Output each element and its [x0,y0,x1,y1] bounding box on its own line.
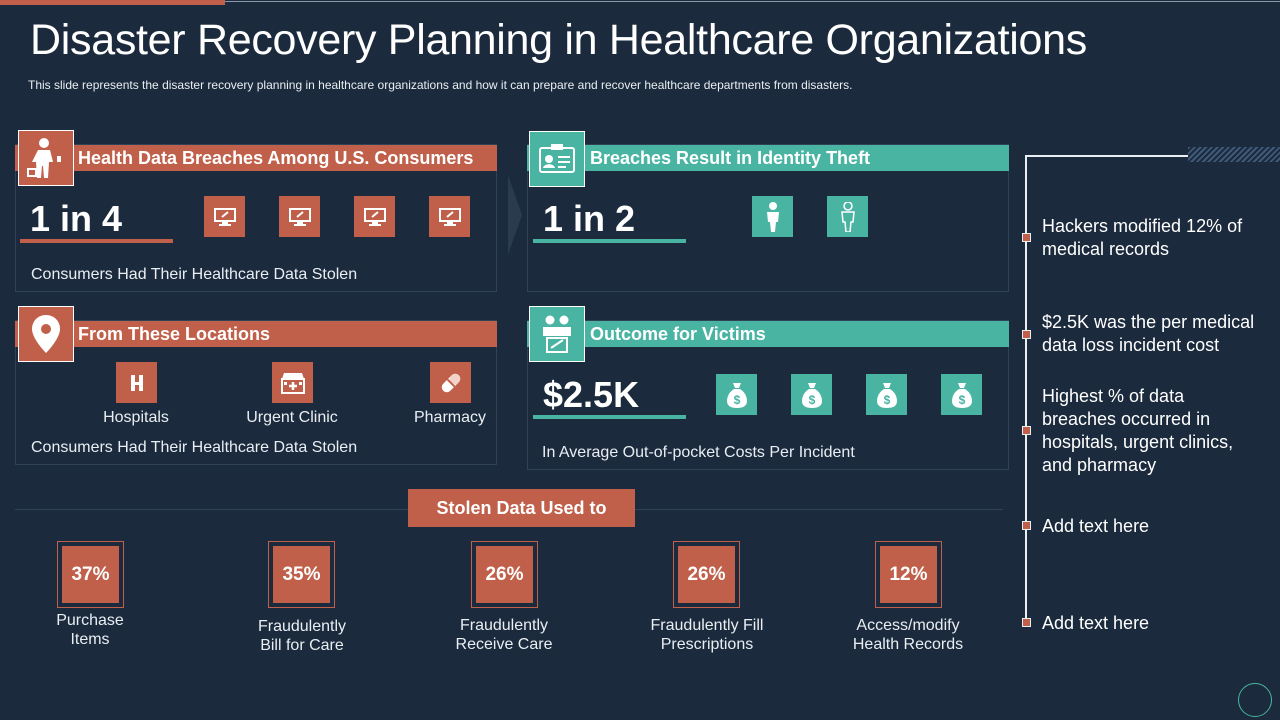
timeline-dot [1022,233,1031,242]
chevron-right-icon [508,175,524,260]
breaches-caption: Consumers Had Their Healthcare Data Stol… [31,266,358,283]
locations-caption: Consumers Had Their Healthcare Data Stol… [31,439,358,456]
locations-panel [15,320,497,465]
stolen-pct: 35% [273,546,330,603]
identity-stat-underline [533,239,686,243]
timeline-dot [1022,521,1031,530]
clinic-icon [272,362,313,403]
timeline-dot [1022,330,1031,339]
timeline-item-5: Add text here [1042,613,1150,633]
location-pin-icon [18,306,74,362]
money-bag-icon: $ [716,374,757,415]
timeline-top-line [1025,155,1190,157]
timeline-hatch-decoration [1188,147,1280,162]
monitor-icon [429,196,470,237]
stolen-label: Fraudulently Bill for Care [257,618,347,654]
timeline-dot [1022,618,1031,627]
svg-text:$: $ [733,393,740,407]
money-bag-icon: $ [866,374,907,415]
location-label-urgent-clinic: Urgent Clinic [246,409,338,426]
timeline-item-2: $2.5K was the per medical data loss incid… [1042,312,1255,355]
outcome-panel [527,320,1009,470]
timeline-item-4: Add text here [1042,516,1150,536]
svg-text:$: $ [883,393,890,407]
breaches-header: Health Data Breaches Among U.S. Consumer… [15,145,497,171]
stolen-item-access: 12% [875,541,942,608]
timeline-line [1025,155,1027,625]
timeline-item-1: Hackers modified 12% of medical records [1042,216,1243,259]
outcome-stat-underline [533,415,686,419]
money-bag-icon: $ [941,374,982,415]
identity-header: Breaches Result in Identity Theft [527,145,1009,171]
outcome-stat: $2.5K [543,374,640,415]
stolen-pct: 26% [476,546,533,603]
stolen-label: Access/modify Health Records [852,617,964,653]
stolen-item-receive: 26% [471,541,538,608]
money-bag-icon: $ [791,374,832,415]
stolen-pct: 37% [62,546,119,603]
monitor-icon [204,196,245,237]
breaches-panel [15,144,497,292]
stolen-pct: 26% [678,546,735,603]
location-label-hospitals: Hospitals [103,409,169,426]
slide-subtitle: This slide represents the disaster recov… [28,78,853,92]
svg-text:$: $ [958,393,965,407]
stolen-item-bill: 35% [268,541,335,608]
stolen-item-prescriptions: 26% [673,541,740,608]
stolen-label: Purchase Items [56,612,124,648]
outcome-caption: In Average Out-of-pocket Costs Per Incid… [542,444,855,461]
top-divider-line [225,1,1280,2]
outcome-header: Outcome for Victims [527,321,1009,347]
stolen-item-purchase: 37% [57,541,124,608]
svg-text:$: $ [808,393,815,407]
stolen-label: Fraudulently Fill Prescriptions [650,617,764,653]
slide-title: Disaster Recovery Planning in Healthcare… [30,16,1087,64]
consumer-icon [18,130,74,186]
corner-circle-decoration [1238,683,1272,717]
timeline-dot [1022,426,1031,435]
top-accent-line [0,0,225,5]
location-label-pharmacy: Pharmacy [413,409,487,426]
breaches-stat-underline [20,239,173,243]
hospital-icon [116,362,157,403]
identity-panel [527,144,1009,292]
stolen-label: Fraudulently Receive Care [455,617,553,653]
identity-stat: 1 in 2 [543,198,636,239]
stolen-header: Stolen Data Used to [408,489,635,527]
id-card-icon [529,131,585,187]
breaches-stat: 1 in 4 [30,198,123,239]
person-icon [827,196,868,237]
timeline-item-3: Highest % of data breaches occurred in hos… [1042,386,1234,475]
person-icon [752,196,793,237]
monitor-icon [279,196,320,237]
locations-header: From These Locations [15,321,497,347]
monitor-icon [354,196,395,237]
victims-icon [529,306,585,362]
pill-icon [430,362,471,403]
stolen-pct: 12% [880,546,937,603]
